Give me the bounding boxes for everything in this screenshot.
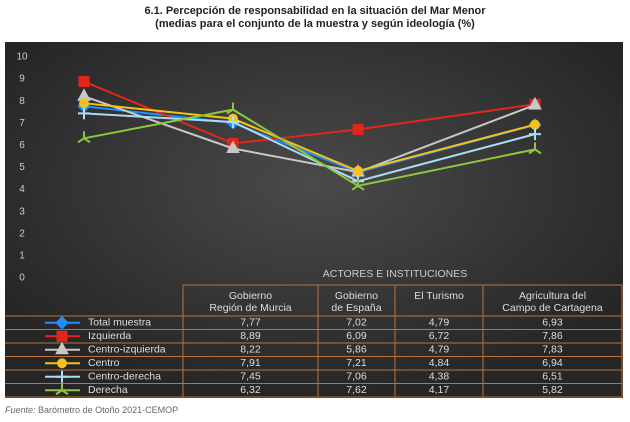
table-value: 7,21 (346, 357, 367, 369)
column-header: Agricultura del Campo de Cartagena (502, 290, 603, 314)
table-value: 7,62 (346, 384, 367, 396)
marker (528, 142, 542, 155)
marker (352, 123, 364, 135)
table-value: 4,84 (429, 357, 450, 369)
y-tick-label: 8 (19, 96, 25, 107)
marker (226, 140, 240, 153)
marker (351, 178, 365, 191)
table-value: 4,79 (429, 317, 450, 329)
table-value: 6,51 (542, 371, 563, 383)
table-value: 5,86 (346, 344, 367, 356)
column-header: Gobierno de España (331, 290, 382, 314)
legend-marker (55, 383, 69, 396)
table-value: 7,91 (240, 357, 261, 369)
table-value: 6,09 (346, 330, 367, 342)
table-value: 6,94 (542, 357, 563, 369)
table-value: 7,83 (542, 344, 563, 356)
marker (78, 107, 90, 120)
series (77, 102, 542, 191)
table-value: 4,79 (429, 344, 450, 356)
table-value: 6,32 (240, 384, 261, 396)
table-value: 7,02 (346, 317, 367, 329)
table-value: 4,38 (429, 371, 450, 383)
table-value: 7,77 (240, 317, 261, 329)
legend-marker (55, 341, 69, 355)
y-tick-label: 6 (19, 140, 25, 151)
table-value: 6,72 (429, 330, 450, 342)
column-header: Gobierno Región de Murcia (209, 290, 292, 314)
legend-marker (55, 316, 69, 330)
series-line (83, 108, 536, 187)
legend-marker (56, 330, 68, 342)
table-grid (5, 284, 623, 398)
table-value: 5,82 (542, 384, 563, 396)
source-label: Fuente: (5, 405, 36, 415)
y-tick-label: 9 (19, 74, 25, 85)
marker (78, 76, 90, 88)
series (77, 88, 542, 177)
y-tick-label: 7 (19, 118, 25, 129)
series (78, 107, 541, 188)
marker (226, 102, 240, 115)
y-tick-label: 3 (19, 206, 25, 217)
legend-label: Derecha (88, 384, 128, 396)
legend-marker (57, 358, 67, 369)
y-tick-label: 10 (16, 52, 28, 63)
table-value: 6,93 (542, 317, 563, 329)
y-tick-label: 1 (19, 251, 25, 262)
x-axis-label: ACTORES E INSTITUCIONES (323, 268, 468, 280)
legend-label: Centro-izquierda (88, 344, 166, 356)
marker (77, 131, 91, 144)
table-value: 8,22 (240, 344, 261, 356)
legend-label: Total muestra (88, 317, 151, 329)
y-tick-label: 2 (19, 228, 25, 239)
legend-marker (56, 370, 68, 383)
marker (530, 119, 540, 130)
column-header: El Turismo (414, 290, 464, 302)
marker (528, 96, 542, 110)
source-text: Barómetro de Otoño 2021-CEMOP (38, 405, 179, 415)
table-value: 4,17 (429, 384, 450, 396)
chart-title: 6.1. Percepción de responsabilidad en la… (144, 5, 486, 17)
table-value: 7,45 (240, 371, 261, 383)
series-line (83, 102, 536, 173)
table-value: 7,86 (542, 330, 563, 342)
marker (227, 115, 239, 128)
table-value: 7,06 (346, 371, 367, 383)
y-tick-label: 5 (19, 162, 25, 173)
chart-subtitle: (medias para el conjunto de la muestra y… (155, 18, 475, 30)
series-line (83, 112, 536, 183)
series-line (83, 95, 536, 174)
chart-background (5, 42, 623, 398)
legend-label: Izquierda (88, 330, 131, 342)
legend-label: Centro-derecha (88, 371, 161, 383)
source: Fuente: Barómetro de Otoño 2021-CEMOP (5, 405, 178, 415)
marker (79, 98, 89, 109)
legend-label: Centro (88, 357, 120, 369)
table-value: 8,89 (240, 330, 261, 342)
marker (529, 128, 541, 141)
marker (353, 166, 363, 177)
y-tick-label: 0 (19, 273, 25, 284)
y-tick-label: 4 (19, 184, 25, 195)
series-line (83, 80, 536, 145)
